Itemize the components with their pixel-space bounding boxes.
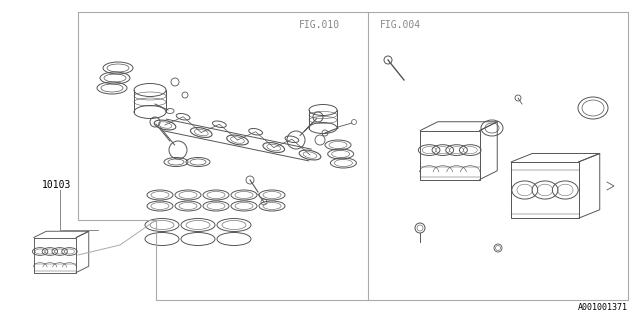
Text: A001001371: A001001371 [578, 303, 628, 312]
Text: 10103: 10103 [42, 180, 72, 190]
Text: FIG.004: FIG.004 [380, 20, 421, 30]
Text: FIG.010: FIG.010 [299, 20, 340, 30]
